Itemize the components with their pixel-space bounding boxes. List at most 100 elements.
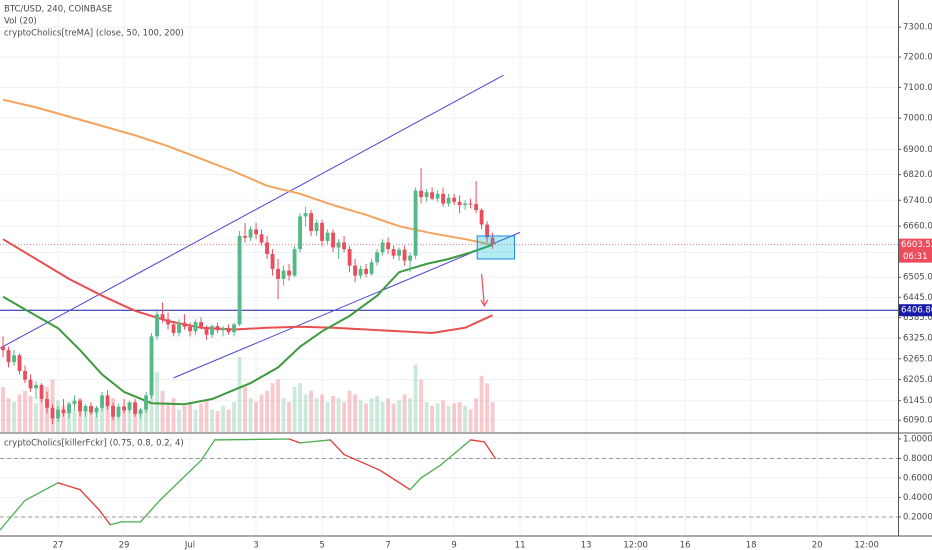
- volume-bar: [122, 405, 126, 432]
- volume-bar: [474, 398, 479, 432]
- price-tag: [899, 304, 932, 317]
- candle-body: [100, 395, 104, 408]
- volume-bar: [248, 398, 253, 432]
- volume-bar: [23, 390, 27, 432]
- candle-body: [485, 224, 490, 238]
- candle-body: [6, 350, 11, 363]
- volume-bar: [325, 402, 330, 432]
- volume-bar: [232, 402, 236, 432]
- oscillator-segment: [420, 464, 441, 479]
- candle-body: [72, 400, 77, 405]
- x-tick-label: 7: [385, 541, 390, 550]
- volume-bar: [17, 394, 22, 432]
- volume-bar: [160, 390, 165, 432]
- volume-bar: [94, 409, 99, 432]
- candle-body: [347, 249, 352, 266]
- oscillator-segment: [439, 439, 472, 466]
- volume-bar: [127, 411, 132, 432]
- candle-body: [375, 252, 380, 263]
- candle-body: [490, 237, 495, 245]
- box-drawing: [476, 235, 516, 260]
- candle-body: [369, 262, 374, 274]
- candle-body: [452, 197, 457, 202]
- candle-body: [446, 197, 451, 204]
- volume-bar: [276, 379, 280, 432]
- volume-bar: [105, 403, 110, 432]
- candle-body: [281, 270, 286, 279]
- volume-bar: [270, 383, 275, 432]
- trendline: [0, 74, 504, 349]
- candle-body: [314, 222, 319, 232]
- candle-body: [298, 216, 302, 250]
- x-tick-label: 20: [812, 541, 823, 550]
- volume-bar: [358, 400, 363, 432]
- candle-body: [61, 409, 66, 414]
- volume-bar: [479, 375, 484, 432]
- candle-body: [144, 395, 148, 410]
- volume-bar: [287, 402, 291, 432]
- volume-bar: [336, 398, 341, 432]
- oscillator-segment: [214, 438, 290, 441]
- volume-bar: [397, 400, 402, 432]
- candle-body: [259, 234, 264, 243]
- volume-bar: [243, 387, 247, 432]
- candle-body: [408, 255, 413, 261]
- volume-bar: [309, 390, 313, 432]
- candle-body: [78, 400, 82, 412]
- volume-bar: [314, 398, 319, 432]
- candle-body: [441, 193, 446, 204]
- candle-body: [23, 370, 27, 380]
- candle-body: [474, 204, 479, 210]
- candle-body: [138, 409, 143, 414]
- oscillator-segment: [288, 438, 301, 444]
- y-tick-label: 6660.00: [903, 222, 932, 232]
- y-tick-label: 6505.00: [903, 273, 932, 283]
- oscillator-segment: [299, 439, 331, 444]
- y-tick-label: 7000.00: [903, 114, 932, 124]
- volume-bar: [83, 411, 88, 432]
- candle-body: [336, 242, 341, 248]
- oscillator-segment: [379, 469, 411, 491]
- oscillator-segment: [57, 482, 81, 491]
- candle-body: [39, 384, 44, 399]
- oscillator-segment: [200, 439, 216, 462]
- candle-body: [127, 402, 132, 411]
- y-tick-label: 0.6000: [903, 473, 932, 483]
- candle-body: [188, 326, 192, 332]
- oscillator-segment: [139, 499, 161, 523]
- candle-body: [270, 254, 275, 269]
- oscillator-segment: [159, 459, 202, 502]
- trendline: [173, 231, 521, 379]
- y-tick-label: 6900.00: [903, 145, 932, 155]
- candle-body: [276, 268, 280, 279]
- volume-bar: [386, 398, 391, 432]
- volume-bar: [463, 405, 468, 432]
- candle-body: [397, 249, 402, 256]
- candle-body: [248, 229, 253, 238]
- candle-body: [67, 404, 71, 414]
- candle-body: [292, 249, 297, 276]
- candle-body: [193, 322, 198, 332]
- candle-body: [204, 327, 209, 335]
- x-tick-label: 12:00: [623, 541, 648, 550]
- volume-bar: [375, 396, 380, 432]
- candle-body: [457, 201, 462, 206]
- x-tick-label: 16: [680, 541, 691, 550]
- candle-body: [17, 355, 22, 371]
- volume-bar: [281, 398, 286, 432]
- volume-bar: [188, 402, 192, 432]
- volume-bar: [193, 409, 198, 432]
- x-tick-label: Jul: [184, 541, 195, 550]
- volume-bar: [100, 402, 104, 432]
- volume-bar: [226, 409, 231, 432]
- candle-body: [243, 235, 247, 238]
- header-text: Vol (20): [4, 17, 37, 27]
- volume-bar: [28, 396, 33, 432]
- candle-body: [56, 409, 60, 419]
- y-tick-label: 6385.00: [903, 313, 932, 323]
- volume-bar: [6, 398, 11, 432]
- oscillator-segment: [343, 453, 381, 471]
- candle-body: [309, 213, 313, 232]
- candle-body: [105, 395, 110, 407]
- oscillator-segment: [79, 489, 100, 511]
